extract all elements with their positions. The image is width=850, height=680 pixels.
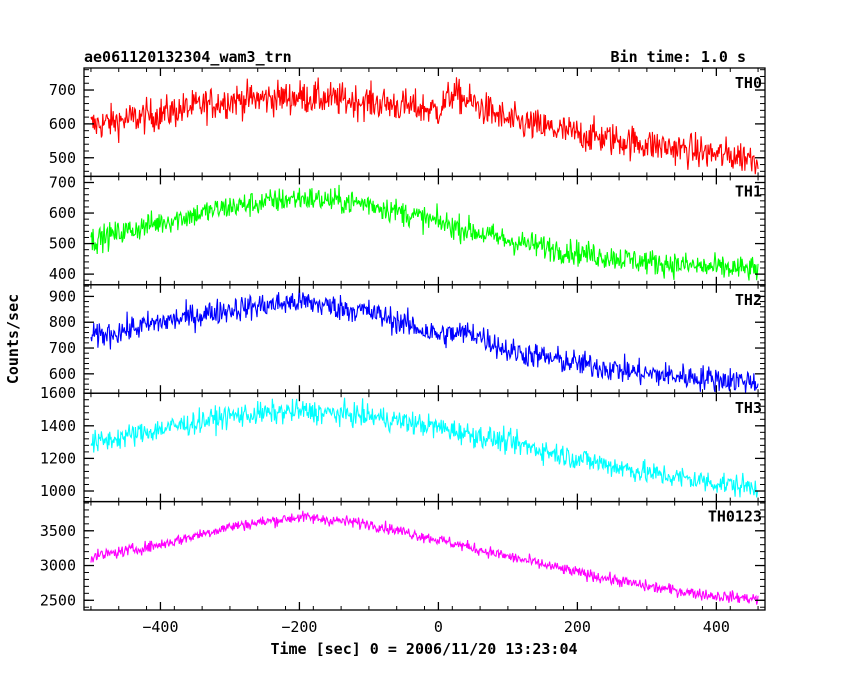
y-axis-label: Counts/sec [4, 294, 22, 384]
y-tick-label: 400 [49, 265, 76, 283]
y-tick-label: 1600 [40, 384, 76, 402]
y-tick-label: 600 [49, 365, 76, 383]
bin-time-label: Bin time: 1.0 s [611, 48, 746, 66]
series-line-th3 [90, 397, 759, 498]
y-tick-label: 600 [49, 115, 76, 133]
x-tick-label: −400 [142, 618, 178, 636]
panel-th1: 400 500 600 700 TH1 [49, 174, 766, 286]
panel-label-th3: TH3 [735, 399, 762, 417]
series-line-th1 [90, 184, 759, 281]
y-tick-label: 500 [49, 235, 76, 253]
panel-label-th0123: TH0123 [708, 508, 762, 526]
panel-label-th1: TH1 [735, 182, 762, 200]
panel-th0123: 2500 3000 3500 TH0123 [40, 500, 766, 611]
x-tick-label: 200 [564, 618, 591, 636]
y-tick-label: 3500 [40, 522, 76, 540]
panel-label-th0: TH0 [735, 74, 762, 92]
x-axis: −400 −200 0 200 400 [142, 618, 730, 636]
chart-title: ae061120132304_wam3_trn [84, 48, 292, 66]
y-tick-label: 700 [49, 174, 76, 192]
y-tick-label: 1200 [40, 449, 76, 467]
series-line-th0123 [90, 510, 759, 605]
x-tick-label: −200 [281, 618, 317, 636]
panel-frame [83, 67, 766, 178]
series-line-th2 [90, 287, 759, 394]
y-tick-label: 1000 [40, 482, 76, 500]
y-tick-label: 600 [49, 204, 76, 222]
x-tick-label: 400 [703, 618, 730, 636]
panel-frame [83, 392, 766, 503]
panel-frame [83, 500, 766, 611]
series-line-th0 [90, 77, 759, 175]
y-tick-label: 800 [49, 313, 76, 331]
x-axis-label: Time [sec] 0 = 2006/11/20 13:23:04 [270, 640, 577, 658]
panel-th2: 600 700 800 900 TH2 [49, 284, 766, 394]
panel-th3: 1000 1200 1400 1600 TH3 [40, 384, 766, 503]
y-tick-label: 900 [49, 287, 76, 305]
y-tick-label: 3000 [40, 557, 76, 575]
panels-group: 500 600 700 TH0 400 500 600 700 TH1 600 700 800 900 T… [40, 67, 766, 611]
panel-label-th2: TH2 [735, 291, 762, 309]
y-tick-label: 2500 [40, 591, 76, 609]
x-tick-label: 0 [434, 618, 443, 636]
y-tick-label: 500 [49, 149, 76, 167]
y-tick-label: 1400 [40, 417, 76, 435]
y-tick-label: 700 [49, 339, 76, 357]
y-tick-label: 700 [49, 81, 76, 99]
panel-th0: 500 600 700 TH0 [49, 67, 766, 178]
